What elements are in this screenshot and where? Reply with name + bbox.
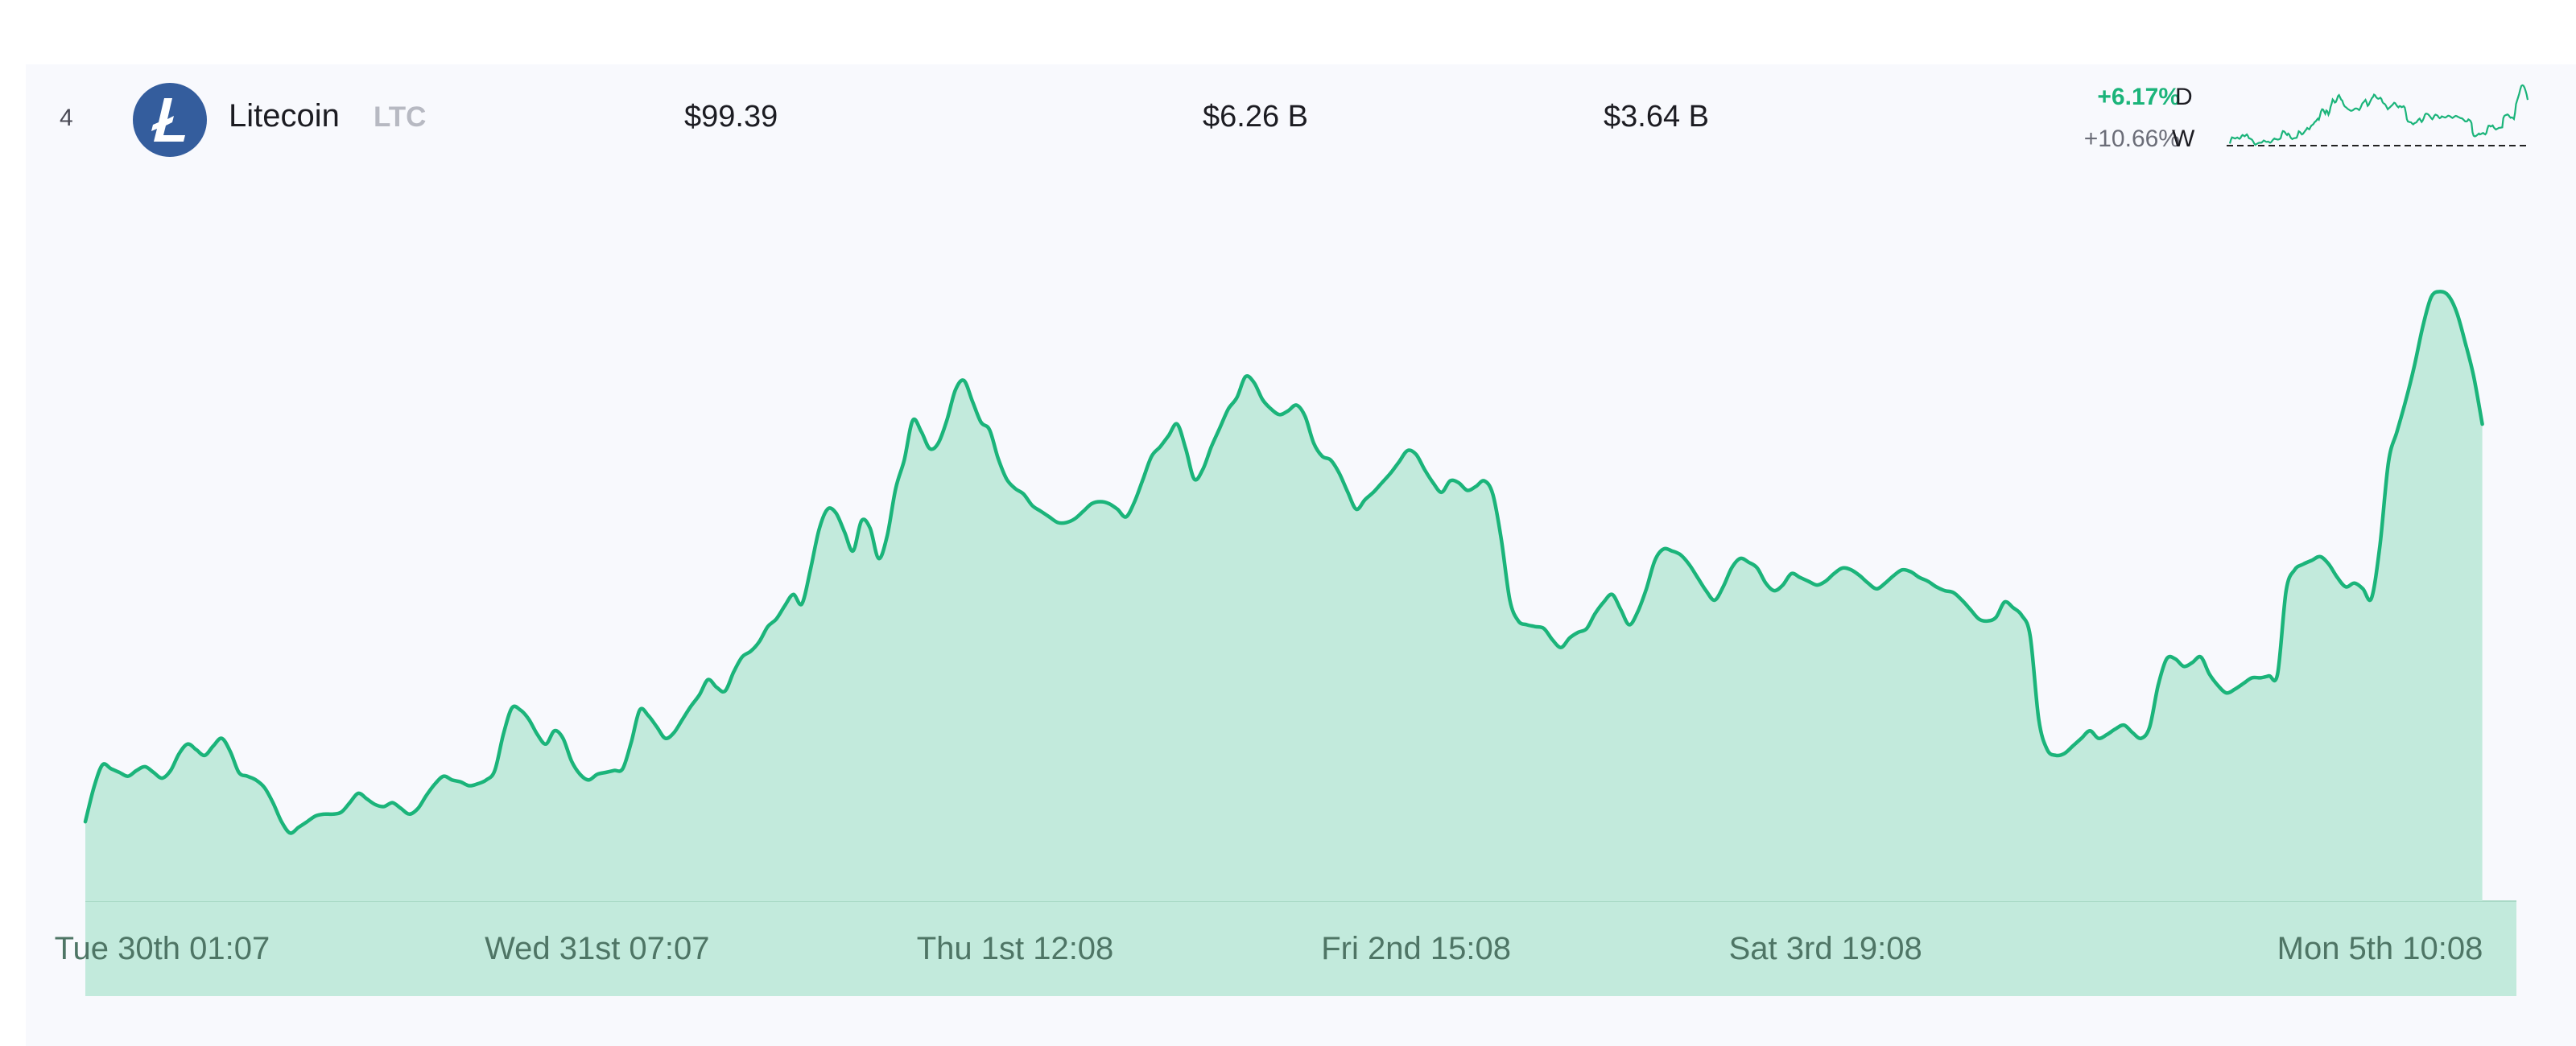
coin-name[interactable]: Litecoin — [229, 98, 340, 134]
price-area-chart[interactable]: Tue 30th 01:07 Wed 31st 07:07 Thu 1st 12:0… — [26, 64, 2576, 1046]
coin-price: $99.39 — [684, 100, 778, 134]
litecoin-logo-icon — [133, 83, 207, 157]
week-label: W — [2172, 126, 2195, 152]
chart-series-line — [83, 290, 2484, 835]
rank-number: 4 — [60, 105, 73, 131]
volume: $3.64 B — [1604, 100, 1709, 134]
coin-card[interactable]: 4 Litecoin LTC $99.39 $6.26 B $3.64 B +6… — [26, 64, 2576, 1046]
change-week: +10.66% — [2083, 126, 2180, 152]
x-tick-label: Sat 3rd 19:08 — [1729, 931, 1922, 966]
x-tick-label: Fri 2nd 15:08 — [1321, 931, 1511, 966]
market-cap: $6.26 B — [1203, 100, 1308, 134]
sparkline-chart — [2227, 84, 2529, 146]
x-tick-label: Wed 31st 07:07 — [485, 931, 709, 966]
day-label: D — [2175, 84, 2193, 110]
sparkline-series — [2228, 84, 2529, 146]
change-day: +6.17% — [2097, 84, 2180, 110]
x-tick-label: Thu 1st 12:08 — [917, 931, 1114, 966]
chart-area-fill — [85, 291, 2483, 901]
x-tick-label: Tue 30th 01:07 — [55, 931, 270, 966]
chart-axis-band — [85, 901, 2516, 996]
x-tick-label: Mon 5th 10:08 — [2277, 931, 2483, 966]
coin-row[interactable]: 4 Litecoin LTC $99.39 $6.26 B $3.64 B +6… — [26, 64, 2576, 177]
coin-symbol: LTC — [374, 101, 427, 133]
